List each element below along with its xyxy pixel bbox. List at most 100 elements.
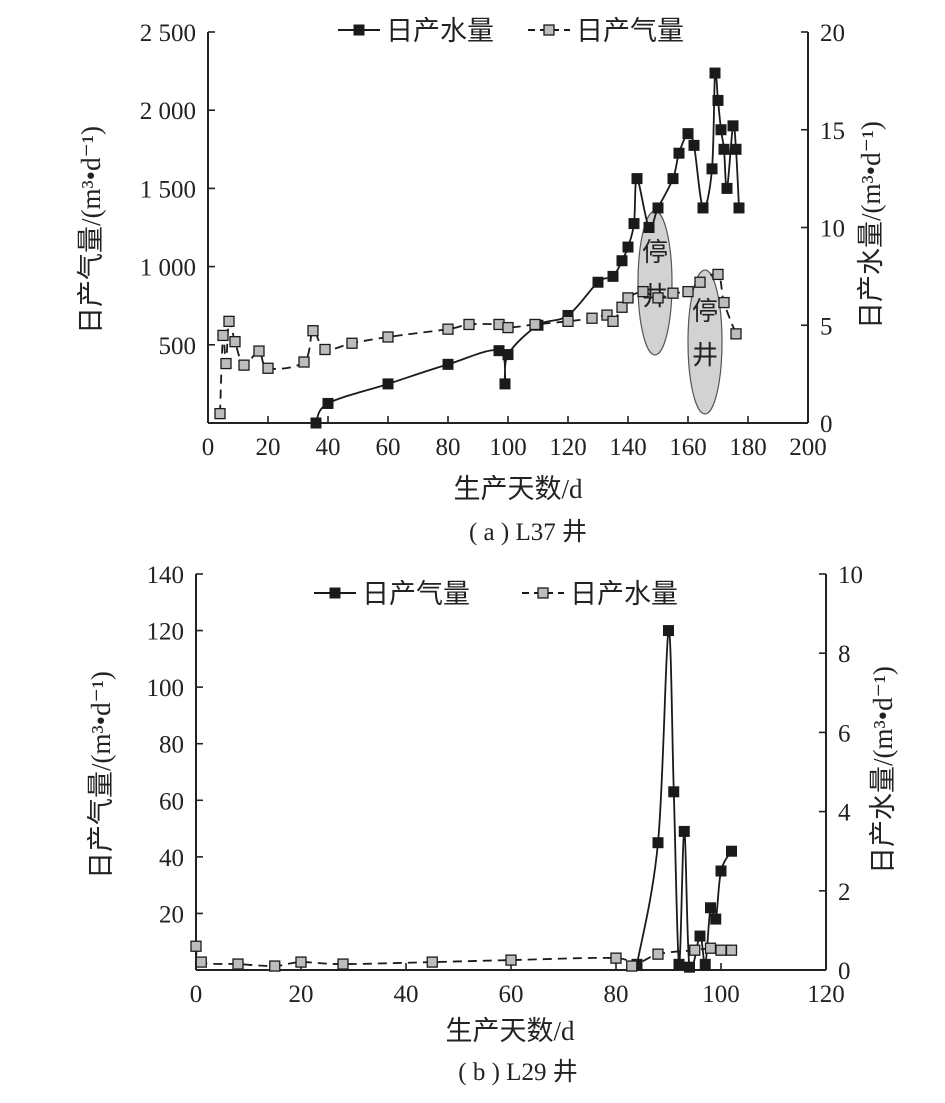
data-point [195, 956, 207, 968]
y-left-tick-label: 60 [159, 788, 184, 815]
data-point [253, 345, 265, 357]
data-point [610, 952, 622, 964]
data-point [601, 309, 613, 321]
data-point [726, 845, 737, 857]
data-point [682, 285, 694, 298]
data-point [721, 182, 733, 194]
data-point [622, 292, 634, 304]
data-point [322, 397, 334, 409]
x-tick-label: 120 [549, 434, 587, 461]
data-point [442, 323, 454, 335]
data-point [382, 331, 394, 343]
x-tick-label: 60 [376, 434, 401, 461]
y-left-tick-label: 1 000 [140, 255, 196, 282]
data-point [217, 329, 229, 342]
y-left-tick-label: 100 [147, 675, 185, 702]
y-right-tick-label: 4 [838, 800, 851, 827]
y-left-tick-label: 2 500 [140, 20, 196, 47]
x-tick-label: 180 [729, 434, 767, 461]
data-point [682, 128, 694, 140]
x-tick-label: 140 [609, 434, 647, 461]
x-tick-label: 20 [289, 981, 314, 1008]
y-left-axis-label: 日产气量/(m³•d⁻¹) [86, 671, 116, 879]
data-point [238, 359, 250, 371]
data-point [718, 143, 730, 155]
x-tick-label: 200 [789, 434, 827, 461]
data-point [562, 315, 574, 327]
data-point [652, 948, 664, 960]
data-point [712, 268, 724, 281]
data-point [628, 218, 640, 230]
y-right-tick-label: 5 [820, 313, 833, 340]
data-point [668, 786, 680, 798]
x-tick-label: 0 [190, 981, 203, 1008]
data-point [727, 120, 739, 132]
data-point [697, 202, 709, 214]
data-point [667, 173, 679, 185]
data-point [699, 958, 711, 970]
data-point [607, 315, 619, 327]
data-point [689, 944, 701, 956]
data-point [730, 328, 742, 340]
y-left-tick-label: 500 [159, 333, 197, 360]
data-point [730, 143, 742, 155]
legend-label: 日产水量 [570, 579, 678, 609]
data-point [715, 944, 727, 956]
data-point [663, 625, 674, 637]
data-point [499, 378, 511, 390]
data-point [652, 837, 664, 849]
data-point [262, 362, 274, 374]
y-right-tick-label: 20 [820, 20, 845, 47]
legend-marker [537, 587, 549, 599]
data-point [229, 336, 241, 348]
x-tick-label: 60 [499, 981, 524, 1008]
data-point [586, 312, 598, 324]
data-point [684, 961, 695, 973]
data-point [715, 124, 727, 136]
shut-in-annotation: 停井 [692, 297, 718, 370]
x-tick-label: 80 [436, 434, 461, 461]
legend-marker [353, 24, 365, 36]
y-left-tick-label: 20 [159, 901, 184, 928]
x-tick-label: 160 [669, 434, 707, 461]
data-point [307, 325, 319, 337]
y-right-tick-label: 0 [820, 411, 833, 438]
x-tick-label: 80 [604, 981, 629, 1008]
data-point [319, 343, 331, 356]
y-right-tick-label: 6 [838, 720, 851, 747]
data-point [733, 202, 745, 214]
data-point [220, 357, 232, 370]
data-point [652, 202, 664, 214]
data-point [715, 865, 727, 877]
y-left-tick-label: 2 000 [140, 98, 196, 125]
y-left-axis-label: 日产气量/(m³•d⁻¹) [76, 126, 106, 334]
legend-label: 日产气量 [576, 16, 684, 46]
data-point [673, 958, 685, 970]
y-right-axis-label: 日产水量/(m³•d⁻¹) [868, 666, 898, 874]
legend-label: 日产水量 [386, 16, 494, 46]
data-point [337, 958, 349, 970]
data-point [678, 825, 690, 837]
y-right-tick-label: 10 [838, 562, 863, 589]
y-left-tick-label: 120 [147, 619, 185, 646]
y-right-axis-label: 日产水量/(m³•d⁻¹) [856, 121, 886, 329]
data-point [502, 349, 514, 361]
data-point [712, 94, 724, 106]
data-point [626, 960, 638, 972]
data-point [637, 285, 649, 298]
data-point [706, 163, 718, 175]
data-point [718, 296, 730, 309]
data-point [673, 147, 685, 159]
data-point [710, 913, 722, 925]
legend-label: 日产气量 [362, 579, 470, 609]
x-tick-label: 0 [202, 434, 215, 461]
data-point [643, 222, 655, 233]
data-point [442, 358, 454, 370]
y-right-tick-label: 0 [838, 958, 851, 985]
data-point [232, 958, 244, 970]
data-point [298, 356, 310, 368]
legend-marker [543, 24, 555, 36]
y-left-tick-label: 40 [159, 845, 184, 872]
data-point [725, 944, 738, 956]
